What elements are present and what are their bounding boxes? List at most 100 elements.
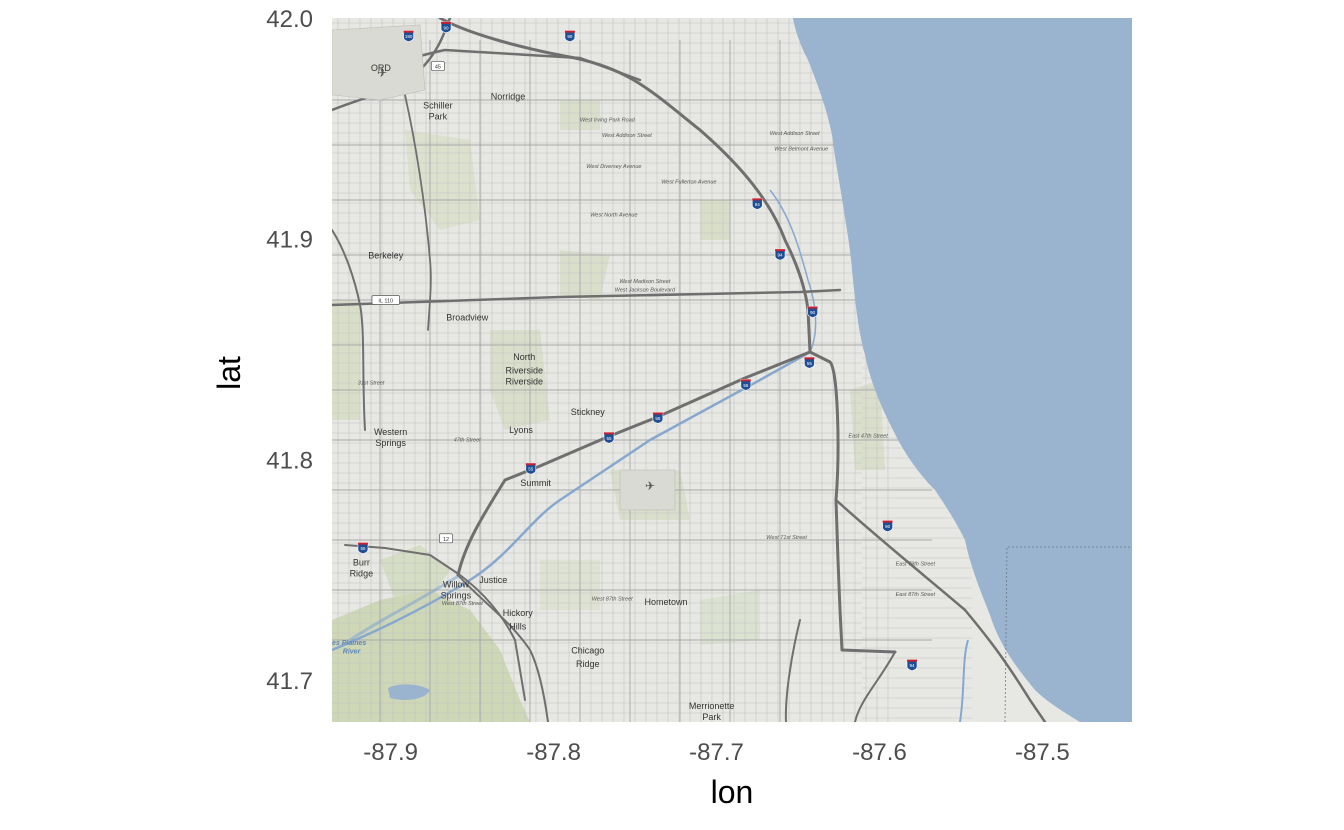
interstate-number: 94 bbox=[755, 202, 761, 207]
place-label: Park bbox=[429, 112, 448, 122]
interstate-shield-icon: 55 bbox=[804, 356, 815, 369]
interstate-shield-icon: 55 bbox=[740, 379, 752, 391]
street-label: East 79th Street bbox=[896, 561, 936, 567]
interstate-shield-icon: 94 bbox=[751, 198, 763, 210]
map-panel: ✈ ✈ West Irving Park Road West Addison St… bbox=[327, 18, 1132, 722]
interstate-number: 55 bbox=[655, 416, 661, 421]
place-label: Springs bbox=[441, 590, 472, 600]
place-label: Hometown bbox=[644, 597, 687, 607]
place-label: Western bbox=[374, 427, 407, 437]
midway-airport bbox=[619, 469, 676, 511]
interstate-number: 55 bbox=[807, 361, 813, 366]
place-label: Ridge bbox=[350, 568, 374, 578]
water-labels: Des Plaines River bbox=[327, 640, 366, 656]
y-tick-label: 41.8 bbox=[266, 447, 313, 474]
route-number: IL 110 bbox=[378, 298, 393, 304]
interstate-number: 90 bbox=[567, 34, 573, 39]
place-label: Summit bbox=[520, 478, 551, 488]
highway-shields: 90 190 90 94 94 90 55 55 55 55 55 90 55 94 bbox=[357, 21, 918, 671]
route-number: 12 bbox=[443, 537, 449, 543]
interstate-number: 55 bbox=[606, 436, 612, 441]
interstate-number: 94 bbox=[910, 663, 916, 668]
water-label: Des Plaines bbox=[327, 640, 366, 647]
x-tick-label: -87.8 bbox=[526, 739, 581, 766]
place-label: Stickney bbox=[571, 407, 606, 417]
interstate-number: 55 bbox=[743, 383, 749, 388]
street-label: East 87th Street bbox=[896, 592, 936, 598]
place-label: Springs bbox=[375, 438, 406, 448]
street-label: West 71st Street bbox=[766, 535, 807, 541]
interstate-number: 90 bbox=[444, 25, 450, 30]
street-label: West Addison Street bbox=[602, 133, 652, 139]
airport-icon: ✈ bbox=[645, 479, 655, 493]
y-axis-title: lat bbox=[211, 356, 247, 390]
y-tick-label: 41.9 bbox=[266, 227, 313, 254]
x-tick-label: -87.7 bbox=[689, 739, 744, 766]
place-label: Burr bbox=[353, 557, 370, 567]
street-label: 47th Street bbox=[454, 438, 481, 444]
place-label: Merrionette bbox=[689, 701, 735, 711]
place-label: North bbox=[513, 352, 535, 362]
interstate-number: 55 bbox=[528, 467, 534, 472]
y-tick-label: 41.7 bbox=[266, 668, 313, 695]
lake-near-willow-springs bbox=[388, 684, 430, 700]
street-label: West Jackson Boulevard bbox=[615, 288, 676, 294]
street-label: West Diversey Avenue bbox=[586, 164, 641, 170]
place-label: Riverside bbox=[506, 376, 544, 386]
route-shield-icon: 45 bbox=[430, 61, 445, 71]
street-label: West North Avenue bbox=[590, 213, 637, 219]
river-layer bbox=[332, 189, 969, 722]
interstate-number: 55 bbox=[360, 546, 366, 551]
place-labels: ORD Schiller Park Norridge Berkeley Broadview… bbox=[350, 63, 735, 722]
interstate-number: 94 bbox=[778, 253, 784, 258]
y-tick-label: 42.0 bbox=[266, 6, 313, 33]
interstate-shield-icon: 55 bbox=[525, 462, 537, 475]
interstate-number: 90 bbox=[885, 524, 891, 529]
place-label: Schiller bbox=[423, 100, 453, 110]
x-tick-label: -87.6 bbox=[852, 739, 907, 766]
place-label: Berkeley bbox=[368, 251, 404, 261]
place-label: Ridge bbox=[576, 659, 600, 669]
ohare-airport bbox=[332, 24, 426, 101]
route-number: 45 bbox=[435, 65, 441, 71]
interstate-shield-icon: 55 bbox=[603, 432, 615, 444]
place-label: Justice bbox=[479, 575, 507, 585]
street-label: 31st Street bbox=[358, 380, 385, 386]
route-shield-icon: IL 110 bbox=[371, 295, 400, 305]
water-label: River bbox=[343, 649, 362, 656]
street-label: West Irving Park Road bbox=[580, 118, 636, 124]
street-label: West 87th Street bbox=[442, 601, 483, 607]
route-shield-icon: 12 bbox=[439, 533, 454, 544]
x-axis-title: lon bbox=[711, 774, 754, 810]
street-label: West Madison Street bbox=[619, 279, 670, 285]
interstate-shield-icon: 90 bbox=[440, 21, 452, 34]
interstate-shield-icon: 55 bbox=[652, 412, 664, 424]
x-tick-label: -87.5 bbox=[1015, 739, 1070, 766]
route-shields: IL 110 12 45 bbox=[371, 61, 454, 544]
place-label: Norridge bbox=[491, 92, 526, 102]
interstate-shield-icon: 94 bbox=[906, 659, 918, 671]
interstate-shield-icon: 90 bbox=[882, 520, 893, 532]
place-label: ORD bbox=[371, 63, 392, 73]
x-tick-label: -87.9 bbox=[363, 739, 418, 766]
street-labels: West Irving Park Road West Addison Street… bbox=[358, 118, 936, 607]
street-label: West Fullerton Avenue bbox=[661, 180, 716, 186]
lake-michigan bbox=[793, 18, 1132, 722]
place-label: Riverside bbox=[506, 365, 544, 375]
street-label: West Addison Street bbox=[770, 131, 820, 137]
interstate-shield-icon: 55 bbox=[357, 542, 369, 554]
street-label: West Belmont Avenue bbox=[774, 146, 828, 152]
place-label: Chicago bbox=[571, 646, 604, 656]
interstate-shield-icon: 94 bbox=[774, 248, 786, 261]
place-label: Park bbox=[702, 712, 721, 722]
street-label: West 87th Street bbox=[592, 597, 633, 603]
interstate-number: 90 bbox=[810, 310, 816, 315]
street-label: East 47th Street bbox=[848, 433, 888, 439]
interstate-shield-icon: 90 bbox=[564, 30, 576, 42]
airport-icon: ✈ bbox=[377, 66, 387, 80]
x-axis-ticks: -87.9 -87.8 -87.7 -87.6 -87.5 bbox=[363, 739, 1069, 766]
place-label: Lyons bbox=[509, 425, 533, 435]
y-axis-ticks: 42.0 41.9 41.8 41.7 bbox=[266, 6, 313, 695]
place-label: Hickory bbox=[503, 608, 534, 618]
